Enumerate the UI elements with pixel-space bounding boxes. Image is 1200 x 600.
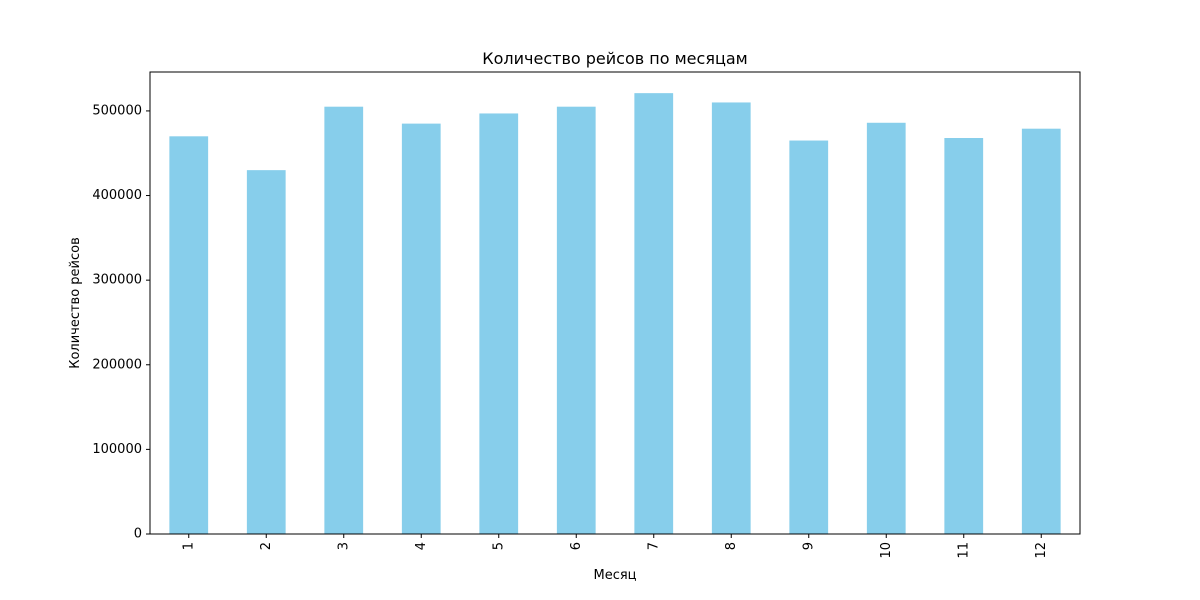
x-tick-label: 3 — [336, 542, 351, 550]
x-tick-label: 9 — [801, 542, 816, 550]
x-axis-label: Месяц — [593, 568, 636, 583]
bar-month-5 — [479, 113, 519, 535]
y-tick-label: 100000 — [92, 442, 142, 457]
x-tick-label: 2 — [259, 542, 274, 550]
bar-month-10 — [866, 122, 906, 535]
plot-frame — [149, 71, 1081, 535]
y-tick-label: 500000 — [92, 103, 142, 118]
bar-month-9 — [789, 140, 829, 535]
bar-month-4 — [401, 123, 441, 535]
bars-layer — [169, 93, 1061, 535]
bar-month-7 — [634, 93, 674, 535]
chart-title: Количество рейсов по месяцам — [482, 49, 747, 68]
x-tick-label: 7 — [646, 542, 661, 550]
x-axis-ticks: 1 2 3 4 5 6 7 8 9 10 11 12 — [181, 534, 1049, 559]
bar-month-1 — [169, 136, 209, 534]
bar-month-11 — [944, 138, 984, 534]
x-tick-label: 12 — [1034, 542, 1049, 559]
y-tick-label: 200000 — [92, 357, 142, 372]
y-tick-label: 0 — [134, 527, 142, 542]
x-tick-label: 11 — [956, 542, 971, 559]
x-tick-label: 10 — [879, 542, 894, 559]
y-axis-label: Количество рейсов — [68, 237, 83, 369]
x-tick-label: 1 — [181, 542, 196, 550]
bar-month-8 — [711, 102, 751, 535]
bar-month-3 — [324, 106, 364, 534]
y-tick-label: 400000 — [92, 188, 142, 203]
bar-month-2 — [246, 170, 286, 534]
y-tick-label: 300000 — [92, 273, 142, 288]
bar-month-12 — [1021, 128, 1061, 534]
x-tick-label: 5 — [491, 542, 506, 550]
x-tick-label: 8 — [724, 542, 739, 550]
x-tick-label: 4 — [414, 542, 429, 550]
x-tick-label: 6 — [569, 542, 584, 550]
bar-month-6 — [556, 106, 596, 534]
y-axis-ticks: 0 100000 200000 300000 400000 500000 — [92, 103, 150, 542]
